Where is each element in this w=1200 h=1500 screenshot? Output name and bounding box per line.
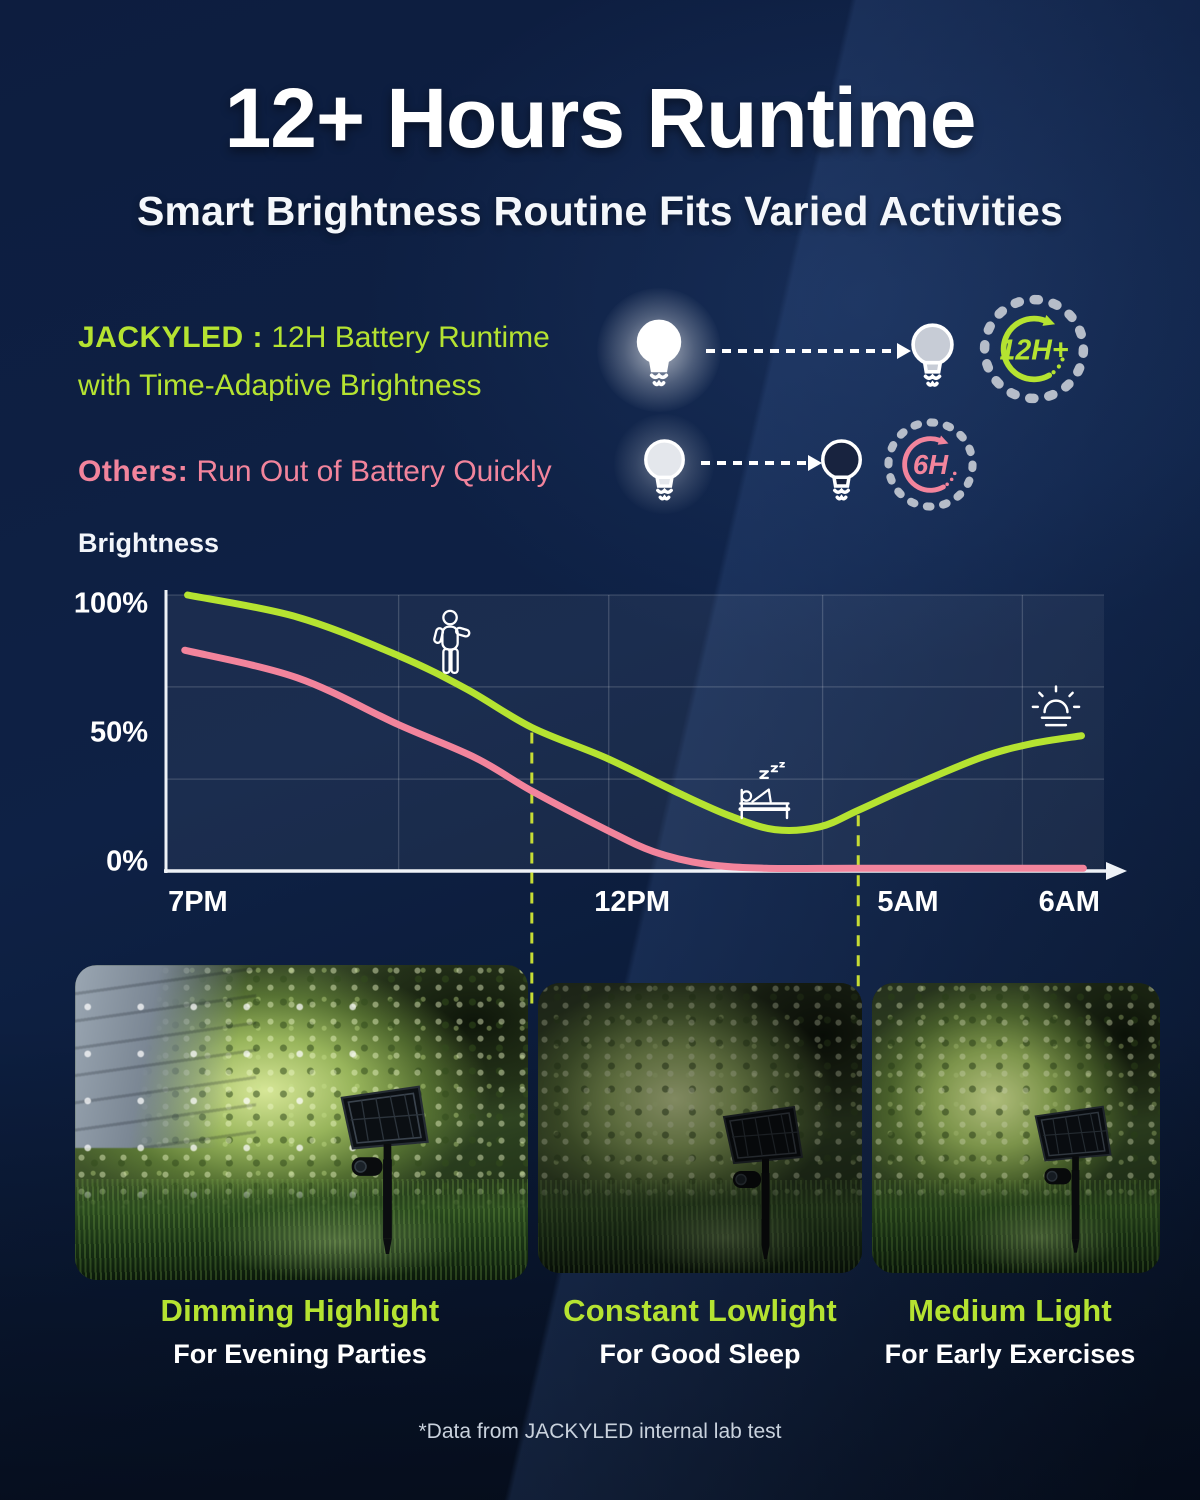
y-tick-100: 100% [73, 587, 148, 620]
caption-early-exercise: Medium Light For Early Exercises [840, 1293, 1180, 1370]
caption-subtitle: For Good Sleep [599, 1339, 801, 1369]
grass-ground [872, 1180, 1160, 1273]
others-claim-text: Run Out of Battery Quickly [196, 455, 552, 488]
runtime-badge-6h-label: 6H [913, 449, 949, 480]
caption-subtitle: For Early Exercises [884, 1339, 1136, 1369]
runtime-badge-6h: 6H [882, 416, 979, 513]
caption-evening-party: Dimming Highlight For Evening Parties [100, 1293, 500, 1370]
others-label: Others: [78, 455, 189, 488]
x-tick-6am: 6AM [1038, 886, 1100, 918]
page-subtitle: Smart Brightness Routine Fits Varied Act… [136, 188, 1064, 234]
caption-title: Medium Light [908, 1293, 1112, 1328]
jackyled-claim: JACKYLED : 12H Battery Runtime with Time… [78, 314, 598, 410]
fading-bulb-icon [637, 436, 692, 509]
jackyled-claim-line1: 12H Battery Runtime [271, 321, 550, 354]
solar-spotlight [333, 1078, 443, 1259]
solar-spotlight [716, 1099, 816, 1264]
chart-y-axis-title: Brightness [78, 528, 220, 558]
y-tick-50: 50% [89, 716, 148, 749]
dashed-arrow [701, 455, 822, 470]
caption-title: Dimming Highlight [160, 1293, 440, 1328]
data-source-footnote: *Data from JACKYLED internal lab test [418, 1420, 782, 1443]
jackyled-brand: JACKYLED : [78, 321, 264, 354]
scene-photo-evening-party [75, 965, 528, 1280]
solar-spotlight [1028, 1099, 1124, 1258]
runtime-badge-12h: 12H+ [977, 292, 1091, 406]
x-tick-5am: 5AM [877, 886, 939, 918]
caption-title: Constant Lowlight [563, 1293, 837, 1328]
bright-bulb-icon [629, 316, 689, 395]
page-title: 12+ Hours Runtime [224, 71, 977, 165]
standing-person-icon [430, 608, 472, 681]
runtime-badge-12h-label: 12H+ [1000, 334, 1069, 366]
jackyled-claim-line2: with Time-Adaptive Brightness [78, 369, 482, 402]
dashed-arrow [706, 343, 911, 358]
others-claim: Others: Run Out of Battery Quickly [78, 448, 552, 496]
scene-photo-early-exercise [872, 983, 1160, 1273]
caption-good-sleep: Constant Lowlight For Good Sleep [500, 1293, 900, 1370]
scene-photo-good-sleep [538, 983, 862, 1273]
sleeping-person-icon [738, 761, 794, 822]
off-bulb-icon [814, 436, 869, 509]
x-tick-12pm: 12PM [594, 886, 671, 918]
x-tick-7pm: 7PM [168, 886, 228, 918]
y-tick-0: 0% [106, 845, 148, 878]
caption-subtitle: For Evening Parties [173, 1339, 427, 1369]
sunrise-icon [1030, 684, 1082, 730]
grass-ground [538, 1180, 862, 1273]
grass-ground [75, 1179, 528, 1280]
dimmed-bulb-icon [904, 320, 961, 395]
